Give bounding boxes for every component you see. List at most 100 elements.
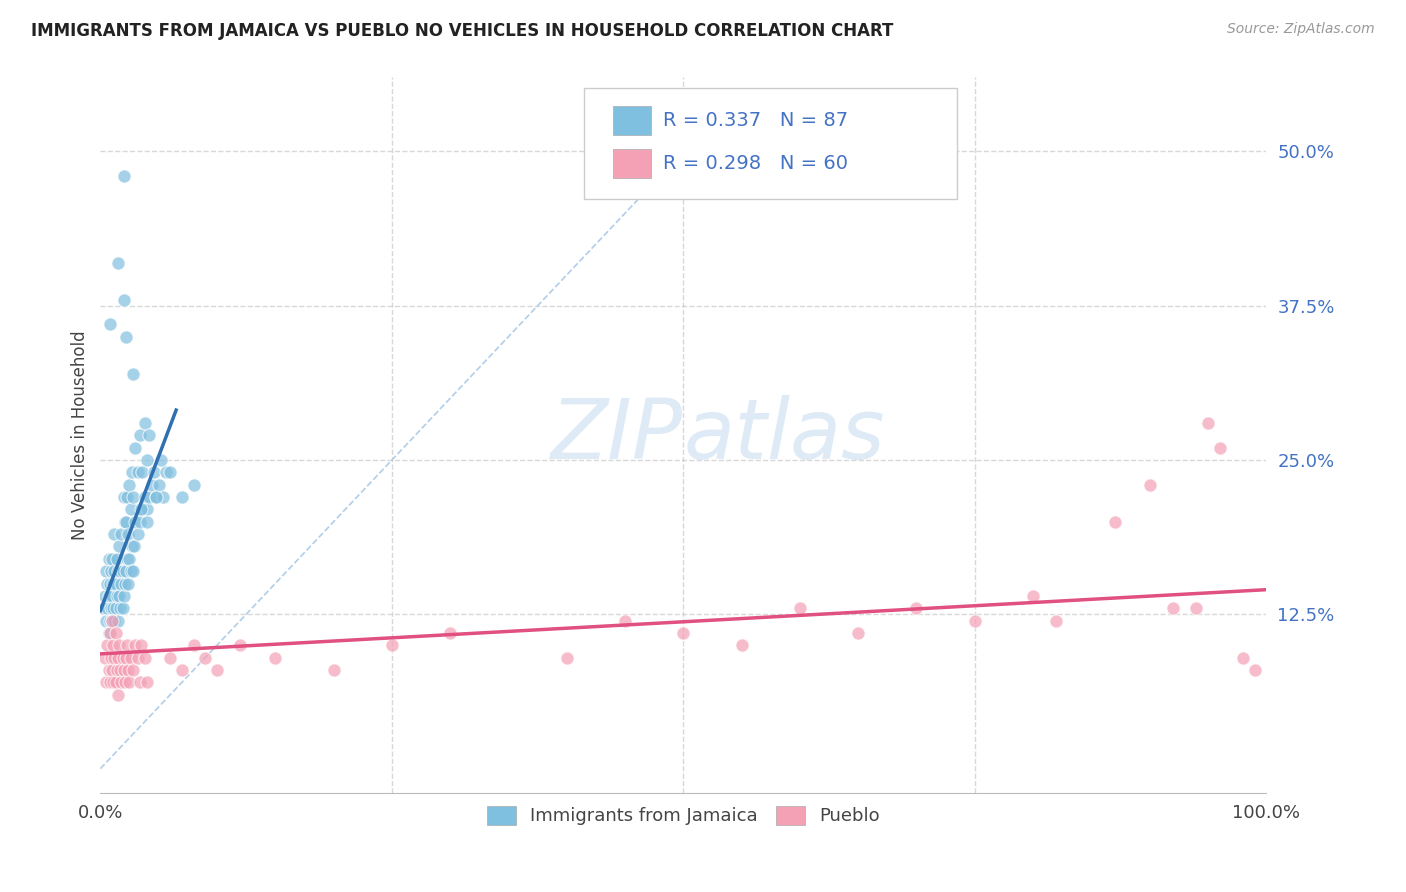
Point [730, 638, 752, 652]
Point [122, 540, 145, 554]
Point [555, 650, 578, 665]
Point [117, 527, 139, 541]
Point [108, 589, 131, 603]
Point [104, 626, 127, 640]
Point [129, 515, 152, 529]
Point [159, 650, 181, 665]
Point [98, 614, 121, 628]
Point [141, 477, 163, 491]
Point [107, 614, 129, 628]
Point [111, 601, 134, 615]
Point [94, 589, 117, 603]
Point [97, 551, 120, 566]
Point [1208, 441, 1230, 455]
Point [134, 650, 156, 665]
Point [614, 614, 637, 628]
Point [136, 515, 159, 529]
Point [381, 638, 404, 652]
Point [100, 601, 122, 615]
Point [112, 589, 135, 603]
Text: Source: ZipAtlas.com: Source: ZipAtlas.com [1227, 22, 1375, 37]
Text: ZIP: ZIP [551, 395, 683, 476]
Point [94, 650, 117, 665]
Point [112, 490, 135, 504]
Point [183, 638, 205, 652]
Point [136, 502, 159, 516]
Point [136, 453, 159, 467]
FancyBboxPatch shape [613, 149, 651, 178]
Point [101, 614, 124, 628]
Point [108, 663, 131, 677]
Point [194, 650, 217, 665]
Point [115, 515, 138, 529]
Point [127, 650, 149, 665]
Point [96, 614, 118, 628]
Point [101, 614, 124, 628]
Point [100, 564, 122, 578]
Point [114, 515, 136, 529]
Point [121, 540, 143, 554]
Point [96, 638, 118, 652]
Point [108, 564, 131, 578]
Point [114, 576, 136, 591]
Point [124, 638, 146, 652]
Point [155, 466, 177, 480]
Point [229, 638, 252, 652]
Point [111, 650, 134, 665]
Point [108, 638, 131, 652]
Point [129, 675, 152, 690]
Point [1185, 601, 1208, 615]
Point [1232, 650, 1254, 665]
Point [96, 564, 118, 578]
Point [103, 527, 125, 541]
Text: R = 0.298   N = 60: R = 0.298 N = 60 [664, 153, 848, 173]
Point [905, 601, 928, 615]
Point [205, 663, 228, 677]
Point [122, 490, 145, 504]
Point [115, 564, 138, 578]
Point [145, 490, 167, 504]
Point [111, 564, 134, 578]
Point [1161, 601, 1184, 615]
Point [115, 638, 138, 652]
FancyBboxPatch shape [613, 106, 651, 135]
Point [439, 626, 461, 640]
Point [98, 576, 121, 591]
Point [107, 255, 129, 269]
Point [107, 564, 129, 578]
Point [115, 329, 138, 343]
Point [131, 466, 153, 480]
Point [129, 502, 152, 516]
Point [129, 638, 152, 652]
Point [107, 650, 129, 665]
Point [152, 490, 174, 504]
Point [143, 466, 166, 480]
Point [145, 490, 167, 504]
Point [105, 551, 128, 566]
Point [124, 515, 146, 529]
Point [97, 663, 120, 677]
Point [112, 663, 135, 677]
Point [101, 638, 124, 652]
Point [93, 601, 115, 615]
Point [101, 675, 124, 690]
Point [170, 490, 193, 504]
Point [98, 675, 121, 690]
Point [120, 502, 142, 516]
Point [105, 589, 128, 603]
Point [101, 589, 124, 603]
Point [115, 551, 138, 566]
Point [108, 601, 131, 615]
Point [122, 663, 145, 677]
Point [120, 650, 142, 665]
Point [136, 675, 159, 690]
Point [101, 551, 124, 566]
Point [122, 367, 145, 381]
Point [159, 466, 181, 480]
Point [963, 614, 986, 628]
Text: R = 0.337   N = 87: R = 0.337 N = 87 [664, 111, 849, 130]
Point [118, 675, 141, 690]
Point [97, 626, 120, 640]
Point [114, 675, 136, 690]
Point [127, 527, 149, 541]
